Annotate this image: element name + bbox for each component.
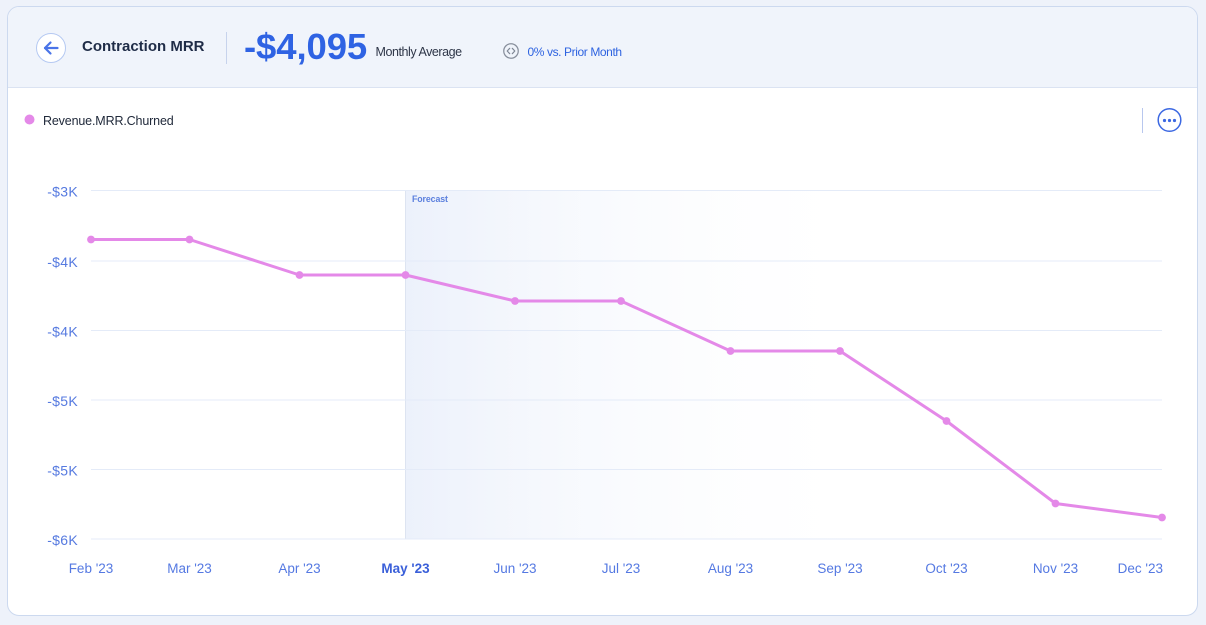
svg-text:Apr '23: Apr '23 xyxy=(278,561,320,576)
svg-text:-$4K: -$4K xyxy=(47,254,78,270)
svg-text:Jul '23: Jul '23 xyxy=(602,561,641,576)
svg-text:Oct '23: Oct '23 xyxy=(925,561,967,576)
svg-text:Mar '23: Mar '23 xyxy=(167,561,212,576)
svg-text:May '23: May '23 xyxy=(381,561,430,576)
svg-text:Dec '23: Dec '23 xyxy=(1118,561,1163,576)
svg-text:-$5K: -$5K xyxy=(47,393,78,409)
svg-text:-$5K: -$5K xyxy=(47,463,78,479)
svg-text:-$6K: -$6K xyxy=(47,532,78,548)
svg-text:Forecast: Forecast xyxy=(412,194,448,204)
svg-text:Nov '23: Nov '23 xyxy=(1033,561,1078,576)
svg-text:Aug '23: Aug '23 xyxy=(708,561,753,576)
svg-text:Sep '23: Sep '23 xyxy=(817,561,862,576)
svg-text:-$3K: -$3K xyxy=(47,184,78,200)
svg-text:-$4K: -$4K xyxy=(47,324,78,340)
svg-text:Jun '23: Jun '23 xyxy=(493,561,536,576)
svg-text:Feb '23: Feb '23 xyxy=(69,561,114,576)
